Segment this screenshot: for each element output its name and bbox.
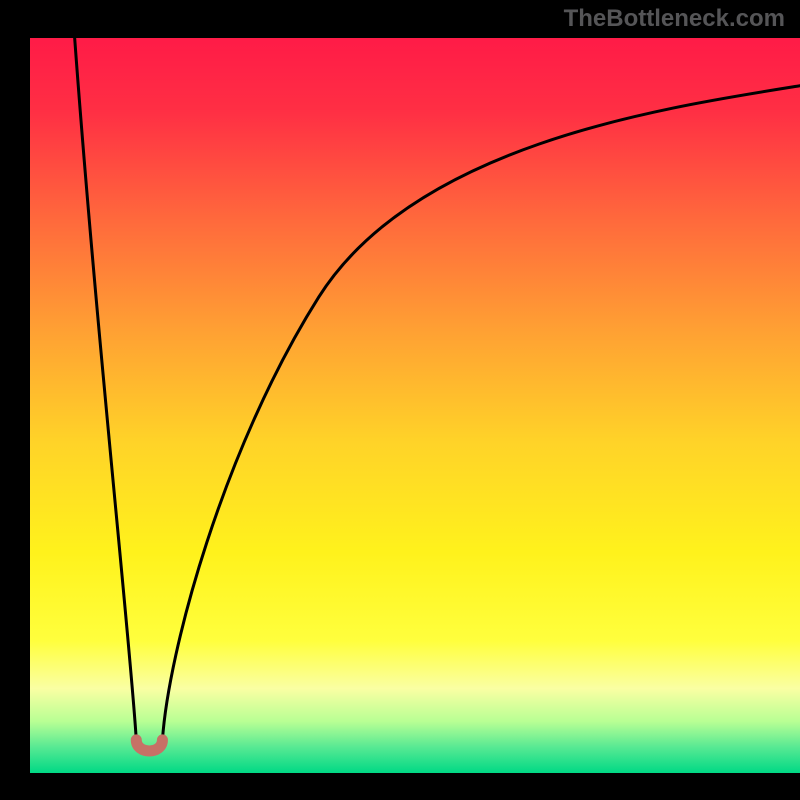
watermark-text: TheBottleneck.com [564,5,785,33]
plot-area [30,38,800,773]
chart-container: TheBottleneck.com [0,0,800,800]
gradient-background [30,38,800,773]
